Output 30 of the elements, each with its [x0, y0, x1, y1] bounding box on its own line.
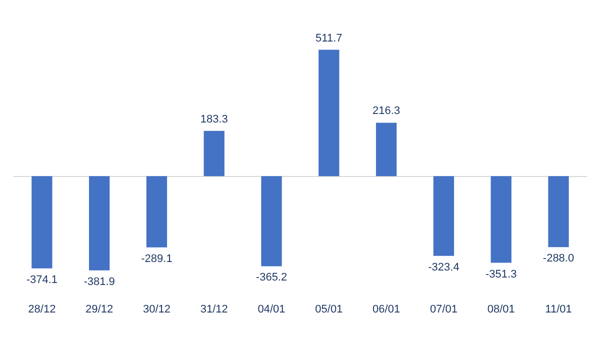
data-label: -381.9 — [84, 276, 115, 288]
data-label: -323.4 — [428, 261, 460, 274]
data-label: -351.3 — [486, 268, 517, 280]
x-tick-label: 04/01 — [258, 303, 286, 316]
x-tick-label: 11/01 — [545, 303, 572, 316]
bar — [548, 176, 569, 248]
x-tick-label: 30/12 — [142, 303, 170, 316]
bar — [261, 176, 282, 266]
bar — [146, 176, 168, 248]
data-label: -365.2 — [256, 272, 288, 284]
bar — [433, 176, 454, 256]
bar — [318, 50, 340, 176]
data-label: -374.1 — [26, 274, 58, 286]
bar — [204, 130, 224, 176]
bar — [490, 176, 512, 263]
x-tick-label: 08/01 — [487, 303, 515, 316]
x-tick-label: 06/01 — [372, 303, 400, 316]
data-label: 183.3 — [200, 113, 228, 126]
data-label: 511.7 — [316, 32, 342, 44]
data-label: -288.0 — [542, 252, 574, 265]
x-tick-label: 07/01 — [430, 303, 458, 316]
x-tick-label: 29/12 — [86, 303, 114, 316]
bar — [376, 122, 397, 176]
bar — [88, 176, 110, 270]
x-tick-label: 05/01 — [315, 303, 343, 316]
x-tick-label: 28/12 — [28, 303, 56, 316]
data-label: 216.3 — [372, 105, 400, 118]
x-tick-label: 31/12 — [200, 303, 228, 316]
bar — [32, 176, 52, 268]
data-label: -289.1 — [141, 252, 172, 265]
